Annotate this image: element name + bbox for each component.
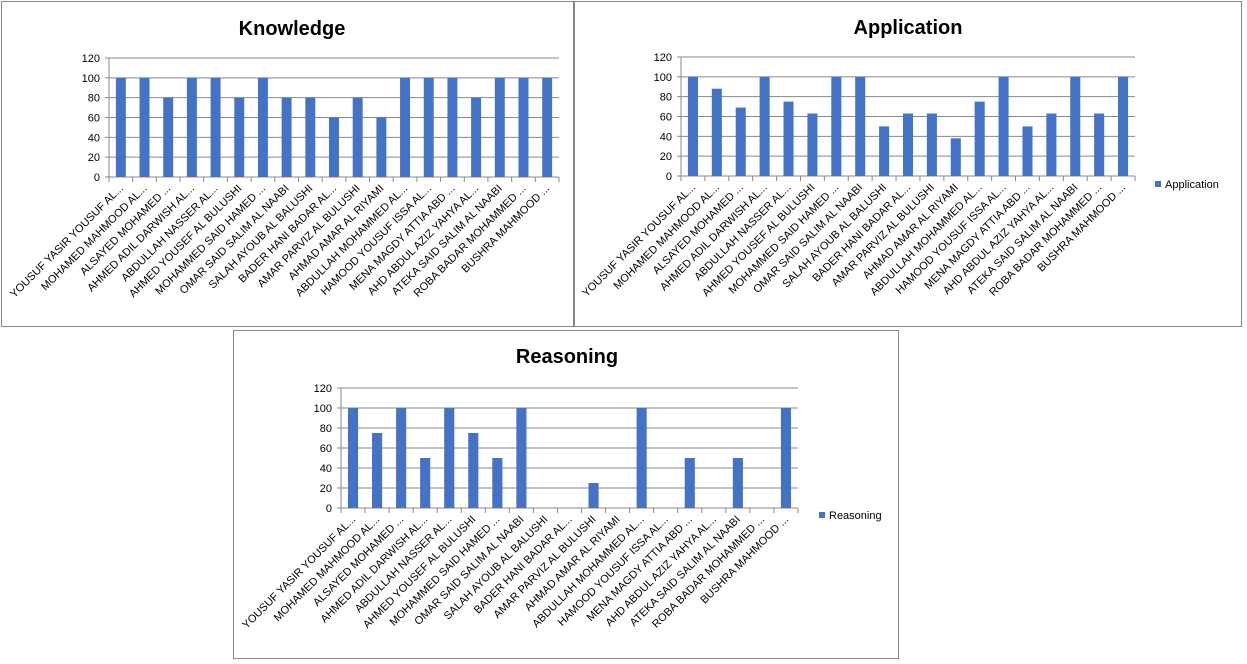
y-tick-label: 80 [660, 92, 672, 104]
bar [234, 97, 245, 177]
chart-title: Application [854, 17, 963, 39]
y-tick-label: 100 [314, 403, 332, 415]
bar [588, 483, 599, 508]
bar [492, 458, 503, 508]
bar [494, 77, 505, 177]
bar [186, 77, 197, 177]
bar [396, 408, 407, 508]
y-tick-label: 20 [320, 483, 332, 495]
bar [163, 97, 174, 177]
y-tick-label: 40 [320, 463, 332, 475]
bar [1094, 113, 1105, 176]
y-tick-label: 0 [666, 171, 672, 183]
y-tick-label: 80 [320, 423, 332, 435]
bar [305, 97, 316, 177]
bar [468, 433, 479, 508]
y-tick-label: 20 [660, 151, 672, 163]
bar [352, 97, 363, 177]
bar [518, 77, 529, 177]
chart-title: Reasoning [516, 346, 618, 368]
bar [1118, 76, 1129, 176]
y-tick-label: 100 [82, 73, 100, 85]
y-tick-label: 60 [660, 112, 672, 124]
y-tick-label: 60 [320, 443, 332, 455]
bar [902, 113, 914, 176]
reasoning-chart-panel: Reasoning 0 20 40 60 80 100 120 YOUSUF YASIR YOU… [233, 330, 899, 659]
bar [1022, 126, 1033, 176]
bar [139, 77, 150, 177]
bar [471, 97, 482, 177]
bar [400, 77, 411, 177]
y-tick-label: 120 [314, 383, 332, 395]
legend-label: Application [1165, 179, 1219, 191]
chart-title: Knowledge [239, 18, 346, 40]
bar [376, 117, 387, 177]
knowledge-chart-panel: Knowledge 0 20 40 60 80 100 120 YOUSUF YASIR YOU… [1, 1, 574, 327]
bar [257, 77, 268, 177]
y-tick-label: 100 [654, 72, 672, 84]
bar [1046, 113, 1057, 176]
y-tick-label: 0 [326, 503, 332, 515]
bar [780, 408, 792, 508]
bar [807, 113, 818, 176]
y-tick-label: 120 [654, 52, 672, 64]
bar [1070, 76, 1081, 176]
bar [636, 408, 647, 508]
legend-swatch [1155, 181, 1161, 187]
bar [372, 433, 383, 508]
bar [831, 76, 842, 176]
bar [735, 107, 746, 176]
bar [687, 76, 698, 176]
y-tick-label: 120 [82, 53, 100, 65]
bar [684, 458, 695, 508]
bar [732, 458, 743, 508]
bar [711, 88, 722, 176]
y-tick-label: 0 [94, 172, 100, 184]
y-tick-label: 20 [88, 152, 100, 164]
legend-swatch [819, 512, 825, 518]
bar [210, 77, 221, 177]
y-tick-label: 80 [88, 93, 100, 105]
bar [783, 101, 794, 176]
bar [115, 77, 126, 177]
y-tick-label: 40 [660, 131, 672, 143]
bar [926, 113, 937, 176]
bar [998, 76, 1009, 176]
bar [347, 408, 359, 508]
bar [447, 77, 458, 177]
y-tick-label: 40 [88, 132, 100, 144]
bar [516, 408, 527, 508]
legend-label: Reasoning [829, 510, 882, 522]
bar [281, 97, 292, 177]
bar [329, 117, 339, 177]
bar [444, 408, 455, 508]
application-chart-panel: Application 0 20 40 60 80 100 120 YOUSUF YASIR Y… [574, 1, 1242, 327]
bar [950, 138, 961, 176]
bar [855, 76, 866, 176]
bar [879, 126, 890, 176]
bar [420, 458, 431, 508]
bar [542, 77, 553, 177]
bar [759, 76, 770, 176]
bar [423, 77, 434, 177]
y-tick-label: 60 [88, 113, 100, 125]
bar [974, 101, 985, 176]
